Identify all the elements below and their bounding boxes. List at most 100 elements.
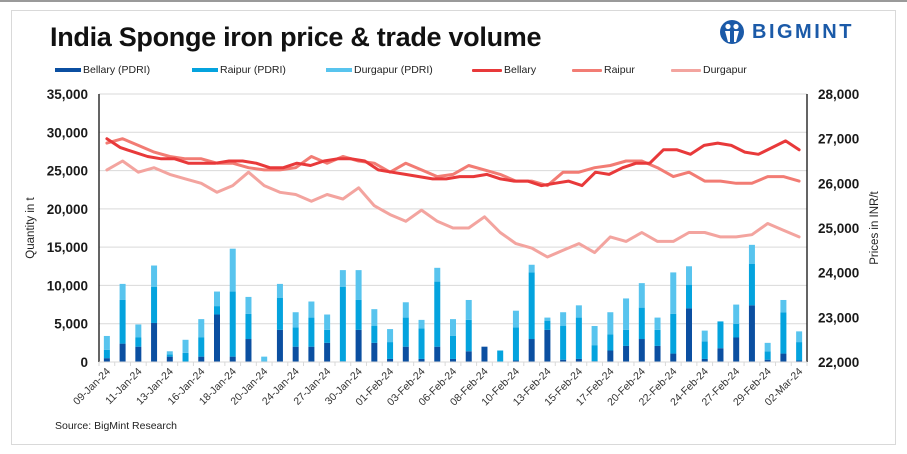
bar-durgapur-pdri: [103, 335, 110, 350]
bar-bellary-pdri: [214, 314, 220, 362]
bar-bellary-pdri: [418, 358, 425, 362]
chart-title: India Sponge iron price & trade volume: [50, 22, 542, 52]
legend-label: Durgapur (PDRI): [354, 64, 433, 76]
bar-raipur-pdri: [497, 350, 504, 362]
bars: [103, 244, 803, 362]
y-axis-right-label: Prices in INR/t: [869, 190, 881, 264]
bar-durgapur-pdri: [575, 305, 582, 318]
bar-raipur-pdri: [229, 291, 236, 357]
bar-durgapur-pdri: [229, 248, 236, 292]
bar-bellary-pdri: [575, 358, 582, 362]
y-axis-left-label: Quantity in t: [25, 197, 37, 259]
legend-label: Raipur (PDRI): [220, 64, 286, 76]
bar-raipur-pdri: [135, 337, 142, 347]
y-right-tick-label: 27,000: [818, 132, 859, 147]
bar-raipur-pdri: [544, 320, 551, 330]
bar-bellary-pdri: [528, 339, 535, 362]
bar-raipur-pdri: [607, 334, 614, 351]
legend-label: Bellary (PDRI): [83, 64, 151, 76]
bar-durgapur-pdri: [198, 319, 205, 338]
logo-text: BIGMINT: [752, 20, 854, 43]
y-right-tick-label: 28,000: [818, 87, 859, 102]
bar-durgapur-pdri: [764, 342, 771, 352]
bar-bellary-pdri: [434, 346, 441, 362]
bar-raipur-pdri: [796, 342, 803, 361]
bar-bellary-pdri: [245, 339, 252, 362]
y-axis-left-ticks: 0 5,000 10,000 15,000 20,000 25,000 30,000 35,0…: [47, 87, 88, 370]
y-left-tick-label: 10,000: [47, 278, 88, 293]
bar-durgapur-pdri: [166, 351, 173, 355]
line-bellary: [105, 137, 801, 188]
legend-swatch: [192, 68, 218, 72]
legend-item-durgapur-pdri: Durgapur (PDRI): [326, 64, 433, 76]
bigmint-logo: BIGMINT: [718, 18, 854, 46]
bar-raipur-pdri: [686, 284, 692, 309]
bar-raipur-pdri: [355, 299, 362, 330]
bar-bellary-pdri: [717, 348, 724, 362]
bar-bellary-pdri: [560, 359, 567, 362]
bar-durgapur-pdri: [182, 339, 189, 353]
bar-bellary-pdri: [544, 329, 551, 362]
bar-bellary-pdri: [292, 346, 299, 362]
y-left-tick-label: 5,000: [54, 317, 88, 332]
bar-bellary-pdri: [654, 345, 661, 362]
bar-durgapur-pdri: [654, 317, 661, 330]
bar-durgapur-pdri: [402, 302, 409, 318]
bar-durgapur-pdri: [119, 283, 126, 300]
y-right-tick-label: 22,000: [818, 355, 859, 370]
bar-raipur-pdri: [182, 352, 189, 362]
bar-bellary-pdri: [701, 358, 708, 362]
legend-item-raipur: Raipur: [572, 64, 635, 76]
bar-durgapur-pdri: [591, 326, 598, 346]
bar-bellary-pdri: [733, 337, 740, 362]
bar-raipur-pdri: [166, 354, 173, 357]
legend-label: Raipur: [604, 64, 635, 76]
bar-bellary-pdri: [686, 308, 692, 362]
bar-durgapur-pdri: [733, 304, 740, 324]
bar-bellary-pdri: [670, 353, 677, 362]
legend-swatch: [472, 68, 502, 72]
x-axis-tick-labels: 09-Jan-2411-Jan-2413-Jan-2416-Jan-2418-J…: [71, 366, 805, 409]
legend-label: Bellary: [504, 64, 537, 76]
bar-durgapur-pdri: [371, 309, 378, 327]
legend-item-bellary: Bellary: [472, 64, 536, 76]
y-right-tick-label: 23,000: [818, 310, 859, 325]
legend-label: Durgapur: [703, 64, 747, 76]
bar-durgapur-pdri: [748, 244, 755, 264]
bar-durgapur-pdri: [276, 283, 283, 298]
bar-raipur-pdri: [103, 349, 110, 359]
bar-raipur-pdri: [387, 342, 394, 359]
bar-raipur-pdri: [748, 263, 755, 306]
bar-raipur-pdri: [308, 317, 315, 347]
bar-durgapur-pdri: [780, 299, 787, 313]
bar-durgapur-pdri: [151, 265, 158, 287]
bar-durgapur-pdri: [135, 324, 142, 338]
bar-bellary-pdri: [371, 342, 378, 362]
bar-raipur-pdri: [780, 312, 787, 354]
legend-swatch: [572, 68, 602, 72]
bar-durgapur-pdri: [450, 319, 456, 336]
bar-bellary-pdri: [151, 322, 158, 362]
bar-bellary-pdri: [607, 350, 614, 362]
bar-raipur-pdri: [623, 329, 630, 346]
bar-raipur-pdri: [151, 286, 158, 323]
bar-bellary-pdri: [764, 359, 771, 362]
bigmint-logo-icon: [720, 20, 744, 44]
bar-durgapur-pdri: [544, 317, 551, 321]
bar-raipur-pdri: [402, 317, 409, 347]
bar-raipur-pdri: [654, 329, 661, 346]
line-durgapur: [105, 159, 801, 259]
top-border: [0, 0, 907, 2]
bar-durgapur-pdri: [355, 270, 362, 300]
bar-bellary-pdri: [796, 360, 803, 362]
bar-raipur-pdri: [733, 323, 740, 338]
bar-bellary-pdri: [355, 329, 362, 362]
y-left-tick-label: 15,000: [47, 240, 88, 255]
bar-durgapur-pdri: [418, 319, 425, 329]
bar-raipur-pdri: [638, 307, 645, 340]
legend-swatch: [326, 68, 352, 72]
bar-raipur-pdri: [214, 306, 220, 315]
bar-raipur-pdri: [245, 313, 252, 340]
bar-raipur-pdri: [119, 299, 126, 344]
bar-raipur-pdri: [591, 345, 598, 362]
